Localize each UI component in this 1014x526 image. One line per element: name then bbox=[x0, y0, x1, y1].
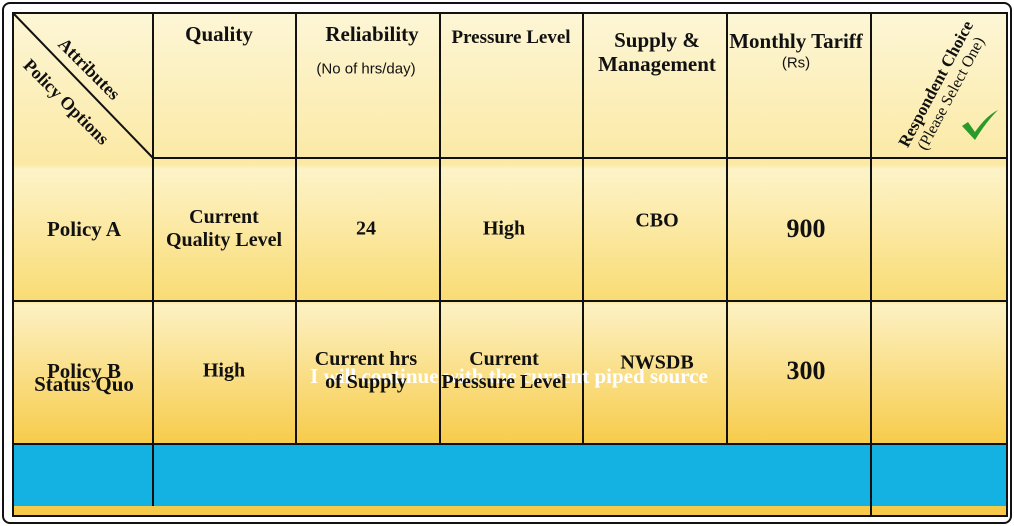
divider bbox=[14, 300, 1006, 302]
cell-line: Current bbox=[189, 206, 259, 228]
column-header: Pressure Level bbox=[451, 27, 571, 49]
status-quo-label: Status Quo bbox=[34, 371, 134, 396]
corner-diagonal bbox=[14, 14, 154, 159]
cell-line: 900 bbox=[786, 214, 826, 244]
row-label: Policy B bbox=[46, 358, 122, 383]
cell-line: Current bbox=[469, 348, 539, 370]
divider bbox=[726, 14, 728, 444]
divider bbox=[152, 14, 154, 506]
cell-line: 300 bbox=[786, 356, 826, 386]
cell-line: Current hrs bbox=[314, 348, 418, 370]
column-header: Supply & Management bbox=[598, 27, 716, 76]
divider bbox=[14, 443, 1006, 445]
cell-line: Quality Level bbox=[165, 229, 283, 251]
row-label: Policy A bbox=[46, 216, 122, 241]
column-subheader: (No of hrs/day) bbox=[316, 60, 416, 78]
cell-line: High bbox=[202, 359, 246, 382]
check-mark bbox=[962, 110, 998, 140]
cell: High bbox=[483, 218, 525, 241]
table: Attributes Policy Options Quality Reliab… bbox=[12, 12, 1008, 517]
cell-line: 24 bbox=[356, 217, 376, 240]
status-quo-text: I will continue with the current piped s… bbox=[310, 363, 708, 388]
cell: 24 bbox=[356, 218, 376, 241]
cell: Current hrs of Supply bbox=[315, 348, 417, 394]
column-subheader: (Rs) bbox=[781, 54, 811, 72]
divider bbox=[870, 14, 872, 515]
cell-line: of Supply bbox=[325, 371, 407, 393]
cell-line: CBO bbox=[635, 209, 679, 232]
cell: 900 bbox=[787, 214, 826, 244]
cell: NWSDB bbox=[620, 352, 693, 375]
column-header: Reliability bbox=[325, 21, 419, 46]
cell: 300 bbox=[787, 356, 826, 386]
cell: High bbox=[203, 360, 245, 383]
divider bbox=[582, 14, 584, 444]
column-header: Monthly Tariff bbox=[729, 28, 863, 53]
cell: Current Pressure Level bbox=[441, 348, 566, 394]
cell: CBO bbox=[635, 210, 678, 233]
cell-line: NWSDB bbox=[620, 351, 694, 374]
divider bbox=[295, 14, 297, 444]
cell-line: Pressure Level bbox=[441, 371, 567, 393]
column-header: Quality bbox=[185, 21, 253, 46]
divider bbox=[152, 157, 1006, 159]
cell-line: High bbox=[482, 217, 526, 240]
cell: Current Quality Level bbox=[166, 206, 282, 252]
divider bbox=[439, 14, 441, 444]
status-quo-band bbox=[14, 444, 1006, 506]
